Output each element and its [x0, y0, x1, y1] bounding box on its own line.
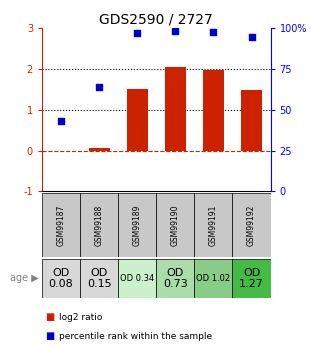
Text: OD
0.08: OD 0.08 [49, 268, 73, 289]
Text: OD
0.73: OD 0.73 [163, 268, 188, 289]
Text: GSM99189: GSM99189 [133, 205, 142, 246]
Bar [89, 148, 109, 150]
Text: OD
1.27: OD 1.27 [239, 268, 264, 289]
Text: OD 1.02: OD 1.02 [196, 274, 230, 283]
Text: GSM99191: GSM99191 [209, 205, 218, 246]
Bar [118, 259, 156, 298]
Bar [127, 89, 148, 150]
Bar [194, 193, 232, 257]
Bar [203, 70, 224, 150]
Bar [156, 193, 194, 257]
Text: GSM99192: GSM99192 [247, 205, 256, 246]
Bar [194, 259, 232, 298]
Title: GDS2590 / 2727: GDS2590 / 2727 [100, 12, 213, 27]
Text: GSM99188: GSM99188 [95, 205, 104, 246]
Bar [241, 90, 262, 150]
Point [173, 28, 178, 33]
Text: GSM99187: GSM99187 [57, 205, 66, 246]
Bar [232, 193, 271, 257]
Point [211, 29, 216, 34]
Bar [80, 259, 118, 298]
Point [249, 34, 254, 40]
Text: age ▶: age ▶ [10, 273, 39, 283]
Bar [156, 259, 194, 298]
Bar [42, 193, 80, 257]
Text: ■: ■ [45, 332, 54, 341]
Text: OD 0.34: OD 0.34 [120, 274, 154, 283]
Text: GSM99190: GSM99190 [171, 204, 180, 246]
Bar [232, 259, 271, 298]
Text: percentile rank within the sample: percentile rank within the sample [59, 332, 212, 341]
Text: ■: ■ [45, 313, 54, 322]
Point [58, 118, 63, 124]
Bar [165, 67, 186, 150]
Bar [42, 259, 80, 298]
Bar [80, 193, 118, 257]
Point [97, 84, 102, 89]
Text: log2 ratio: log2 ratio [59, 313, 102, 322]
Text: OD
0.15: OD 0.15 [87, 268, 111, 289]
Bar [118, 193, 156, 257]
Point [135, 30, 140, 35]
